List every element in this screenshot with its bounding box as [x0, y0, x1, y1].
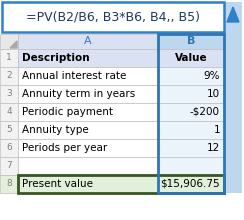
- Text: Description: Description: [22, 53, 90, 63]
- Bar: [18, 34, 158, 49]
- Text: Periods per year: Periods per year: [22, 143, 107, 153]
- Bar: [0, 67, 18, 85]
- Bar: [158, 139, 224, 157]
- Text: Present value: Present value: [22, 179, 93, 189]
- Bar: [0, 121, 18, 139]
- Bar: [18, 175, 158, 193]
- Text: =PV(B2/B6, B3*B6, B4,, B5): =PV(B2/B6, B3*B6, B4,, B5): [26, 11, 200, 24]
- Text: 12: 12: [207, 143, 220, 153]
- Bar: [18, 139, 158, 157]
- Bar: [18, 103, 158, 121]
- Bar: [158, 121, 224, 139]
- Text: 7: 7: [6, 161, 12, 170]
- Bar: [0, 175, 18, 193]
- Bar: [0, 49, 18, 67]
- Text: Annuity term in years: Annuity term in years: [22, 89, 135, 99]
- Bar: [18, 157, 158, 175]
- Bar: [0, 103, 18, 121]
- Text: Annuity type: Annuity type: [22, 125, 89, 135]
- Bar: [18, 67, 158, 85]
- Text: 10: 10: [207, 89, 220, 99]
- Text: A: A: [84, 37, 92, 46]
- Polygon shape: [227, 7, 239, 22]
- Bar: [224, 2, 242, 193]
- Text: B: B: [187, 37, 195, 46]
- Text: 2: 2: [6, 72, 12, 81]
- Polygon shape: [10, 41, 17, 48]
- Bar: [18, 121, 158, 139]
- Text: $15,906.75: $15,906.75: [160, 179, 220, 189]
- Text: Value: Value: [175, 53, 207, 63]
- Text: Annual interest rate: Annual interest rate: [22, 71, 126, 81]
- Bar: [0, 34, 18, 49]
- Text: Periodic payment: Periodic payment: [22, 107, 113, 117]
- Bar: [18, 175, 224, 193]
- Text: -$200: -$200: [190, 107, 220, 117]
- Bar: [158, 175, 224, 193]
- Bar: [158, 49, 224, 67]
- Text: 3: 3: [6, 90, 12, 99]
- Text: 1: 1: [213, 125, 220, 135]
- Bar: [158, 34, 224, 193]
- Text: 1: 1: [6, 53, 12, 62]
- Bar: [18, 49, 158, 67]
- Bar: [158, 157, 224, 175]
- Text: 8: 8: [6, 180, 12, 189]
- Bar: [0, 139, 18, 157]
- Bar: [2, 2, 224, 32]
- Bar: [18, 85, 158, 103]
- Bar: [158, 85, 224, 103]
- Text: 5: 5: [6, 125, 12, 134]
- Bar: [158, 34, 224, 49]
- Text: 4: 4: [6, 108, 12, 117]
- Bar: [0, 157, 18, 175]
- Text: 9%: 9%: [203, 71, 220, 81]
- Bar: [158, 103, 224, 121]
- Bar: [0, 85, 18, 103]
- Bar: [158, 67, 224, 85]
- Text: 6: 6: [6, 143, 12, 152]
